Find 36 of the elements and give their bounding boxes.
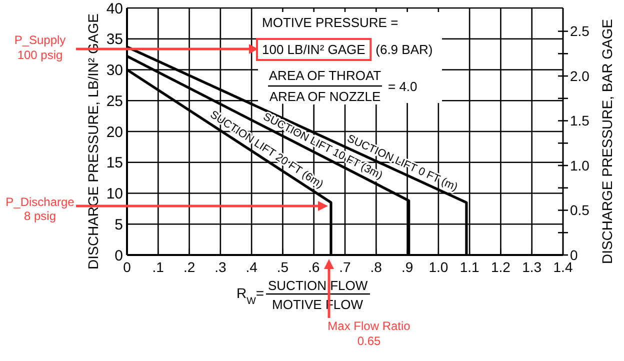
y-tick-label: 30 <box>106 62 123 79</box>
x-tick-label: .2 <box>183 259 196 275</box>
y2-axis-title: DISCHARGE PRESSURE, BAR GAGE <box>599 18 615 264</box>
y2-tick-label: 2.0 <box>570 68 590 84</box>
x-tick-label: .9 <box>401 259 414 275</box>
y-axis-title: DISCHARGE PRESSURE, LB/IN² GAGE <box>85 14 101 270</box>
x-tick-label: 1.0 <box>428 259 448 275</box>
x-tick-label: .1 <box>152 259 164 275</box>
text: P_Supply 100 psig <box>14 33 66 62</box>
y-tick-label: 40 <box>106 0 123 18</box>
y-tick-label: 20 <box>106 124 123 141</box>
y2-tick-label: 1.0 <box>570 157 590 174</box>
x-tick-label: 1.2 <box>490 259 511 275</box>
x-tick-label: 1.4 <box>553 259 573 275</box>
y-tick-label: 15 <box>106 154 123 172</box>
annotation: (6.9 BAR) <box>376 42 433 57</box>
y2-tick-label: 1.5 <box>570 112 590 129</box>
y-tick-label: 25 <box>106 92 123 110</box>
x-tick-label: .4 <box>246 259 258 275</box>
y-tick-label: 10 <box>106 186 123 202</box>
x-tick-label: .7 <box>339 259 352 275</box>
text: Max Flow Ratio 0.65 <box>328 319 411 348</box>
x-tick-label: .3 <box>214 259 226 275</box>
y-tick-label: 5 <box>114 216 123 234</box>
x-tick-label: .5 <box>276 259 289 275</box>
y-tick-label: 35 <box>106 31 123 48</box>
annotation: 100 LB/IN² GAGE <box>262 42 366 57</box>
text: P_Discharge 8 psig <box>6 195 75 223</box>
x-tick-label: .6 <box>308 259 320 275</box>
y2-tick-label: 0 <box>570 246 578 263</box>
x-tick-label: 1.3 <box>522 259 542 275</box>
annotation: MOTIVE PRESSURE = <box>262 15 398 30</box>
x-tick-label: 1.1 <box>460 259 480 275</box>
y2-tick-label: 2.5 <box>570 23 590 40</box>
x-tick-label: .8 <box>370 259 382 275</box>
y2-tick-label: 0.5 <box>570 202 590 218</box>
